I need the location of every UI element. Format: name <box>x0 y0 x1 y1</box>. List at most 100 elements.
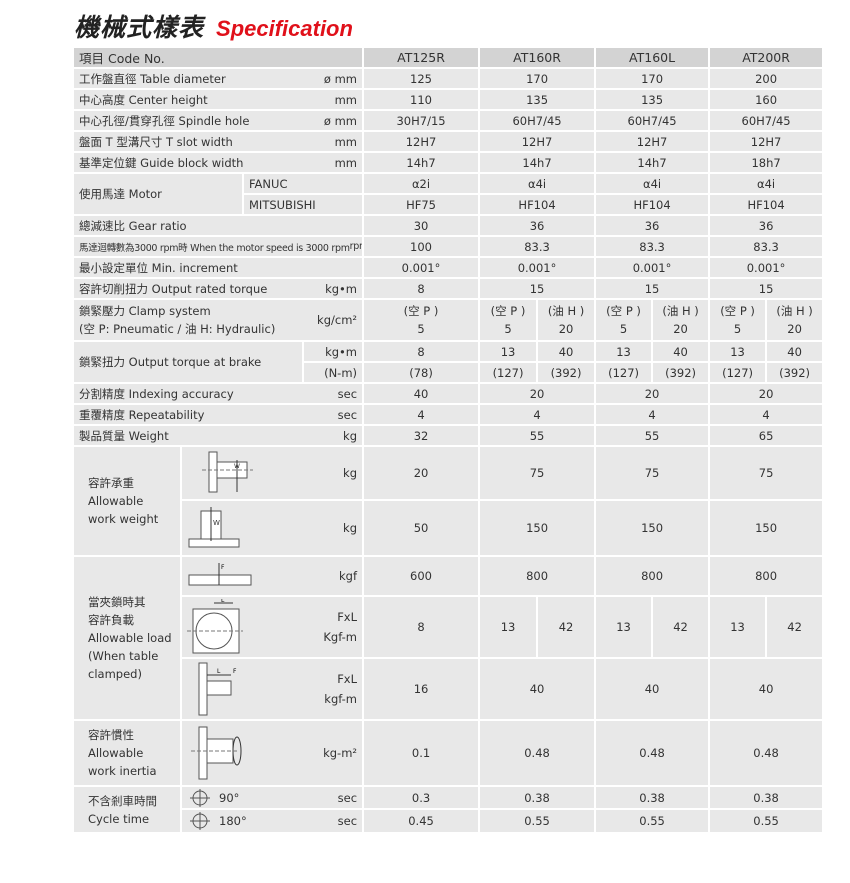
value-cell: 4 <box>708 403 825 426</box>
value-cell: 60H7/45 <box>708 109 825 132</box>
value-cell: 0.001° <box>708 256 825 279</box>
value-cell: 0.38 <box>478 785 597 810</box>
clamp-value: 5 <box>417 322 425 336</box>
motor-mitsubishi-label: MITSUBISHI <box>241 193 365 216</box>
value-cell: HF75 <box>362 193 481 216</box>
value-cell: 8 <box>362 595 481 659</box>
unit: kg <box>343 521 358 535</box>
spec-row: 製品質量 Weight kg 32 55 55 65 <box>71 424 825 447</box>
value-cell: 125 <box>362 67 481 90</box>
value-cell: 83.3 <box>708 235 825 258</box>
value-cell: 36 <box>594 214 711 237</box>
cycle-angle: 180° <box>219 814 247 828</box>
row-label-cell: 分割精度 Indexing accuracy sec <box>71 382 365 405</box>
rotate-180-icon <box>190 812 210 830</box>
spec-row: 分割精度 Indexing accuracy sec 40 20 20 20 <box>71 382 825 405</box>
load-row: 當夾鎖時其 容許負載 Allowable load (When table clampe… <box>72 555 825 721</box>
value-cell: 0.001° <box>594 256 711 279</box>
diagram-cell: L F FxL kgf-m <box>179 657 365 721</box>
value-cell: 40 <box>362 382 481 405</box>
value-cell: 0.38 <box>708 785 825 810</box>
clamp-type: (空 P ) <box>490 304 526 318</box>
value-cell: 0.45 <box>362 808 481 834</box>
clamp-type: (油 H ) <box>776 304 813 318</box>
value-cell: 4 <box>594 403 711 426</box>
value-cell: 75 <box>708 445 825 501</box>
value-cell: 135 <box>594 88 711 111</box>
title-en: Specification <box>216 16 353 41</box>
spec-table: 項目 Code No. AT125R AT160R AT160L AT200R … <box>71 46 825 834</box>
cycle-row: 180° sec 0.45 0.55 0.55 0.55 <box>73 808 825 834</box>
row-label: 中心孔徑/貫穿孔徑 Spindle hole <box>79 113 250 128</box>
clamp-value: 20 <box>558 322 574 336</box>
value-cell: 30H7/15 <box>362 109 481 132</box>
row-unit: ø mm <box>323 113 358 128</box>
row-label: 盤面 T 型溝尺寸 T slot width <box>79 134 233 149</box>
row-label-cell: 最小設定單位 Min. increment <box>71 256 365 279</box>
value-cell: 30 <box>362 214 481 237</box>
row-label-cell: 盤面 T 型溝尺寸 T slot width mm <box>71 130 365 153</box>
value-cell: 83.3 <box>478 235 597 258</box>
row-label: 馬達迴轉數為3000 rpm時 When the motor speed is … <box>79 242 350 254</box>
value-cell: 150 <box>478 499 597 557</box>
spec-row: 工作盤直徑 Table diameter ø mm 125 170 170 200 <box>71 67 825 90</box>
brake-row: 鎖緊扭力 Output torque at brake kg•m 8 13 40 13 40… <box>72 340 825 384</box>
diagram-cell: L FxL Kgf-m <box>179 595 365 659</box>
value-cell-h: 42 <box>536 595 597 659</box>
row-unit: ø mm <box>323 71 358 86</box>
inertia-diagram-icon <box>191 726 242 780</box>
row-unit: mm <box>334 92 358 107</box>
axial-force-diagram-icon: F <box>188 563 252 586</box>
title-zh: 機械式樣表 <box>74 13 205 42</box>
section-label: 不含剎車時間 Cycle time <box>72 785 182 834</box>
value-cell: 20 <box>594 382 711 405</box>
brake-row: (N-m) (78) (127) (392) (127) (392) (127) (392) <box>73 361 825 384</box>
section-label: 當夾鎖時其 容許負載 Allowable load (When table clampe… <box>72 555 182 721</box>
value-cell: α4i <box>708 172 825 195</box>
value-cell: 0.48 <box>708 719 825 787</box>
inertia-row: 容許慣性 Allowable work inertia kg-m² 0.1 0.48 0.4… <box>72 719 825 787</box>
value-cell: 110 <box>362 88 481 111</box>
value-cell: 55 <box>478 424 597 447</box>
value-cell: 12H7 <box>478 130 597 153</box>
value-cell: 15 <box>708 277 825 300</box>
unit: kgf-m <box>324 692 358 706</box>
spec-row: 容許切削扭力 Output rated torque kg•m 8 15 15 15 <box>71 277 825 300</box>
spec-row: 基準定位鍵 Guide block width mm 14h7 14h7 14h7 18h… <box>71 151 825 174</box>
clamp-label: 鎖緊壓力 Clamp system <box>79 304 211 318</box>
load-row: L F FxL kgf-m 16 40 40 40 <box>73 657 825 721</box>
clamp-value: 5 <box>619 322 628 336</box>
value-cell-p: 13 <box>478 340 539 363</box>
brake-unit: (N-m) <box>301 361 365 384</box>
value-cell: α4i <box>594 172 711 195</box>
value-cell: 20 <box>708 382 825 405</box>
unit: FxL <box>337 610 358 624</box>
row-label: 工作盤直徑 Table diameter <box>79 71 226 86</box>
model-header: AT125R <box>362 46 481 69</box>
value-cell: 600 <box>362 555 481 597</box>
value-cell: 40 <box>478 657 597 721</box>
value-cell: 15 <box>478 277 597 300</box>
value-cell: 18h7 <box>708 151 825 174</box>
section-label: 容許承重 Allowable work weight <box>72 445 182 557</box>
top-load-diagram-icon: W <box>188 507 240 548</box>
value-cell: 0.38 <box>594 785 711 810</box>
value-cell: HF104 <box>478 193 597 216</box>
svg-text:W: W <box>213 519 220 527</box>
clamp-type: (空 P ) <box>720 304 755 318</box>
row-unit: mm <box>334 134 358 149</box>
motor-fanuc-label: FANUC <box>241 172 365 195</box>
header-row: 項目 Code No. AT125R AT160R AT160L AT200R <box>71 46 825 69</box>
clamp-label-cell: 鎖緊壓力 Clamp system (空 P: Pneumatic / 油 H: … <box>71 298 365 342</box>
value-cell: 50 <box>362 499 481 557</box>
value-cell: 0.1 <box>362 719 481 787</box>
row-unit: kg <box>343 428 358 443</box>
value-cell-p: 13 <box>708 595 768 659</box>
section-label-line: work inertia <box>88 764 157 778</box>
value-cell-p: (空 P ) 5 <box>594 298 654 342</box>
value-cell: 170 <box>478 67 597 90</box>
value-cell: 0.55 <box>594 808 711 834</box>
